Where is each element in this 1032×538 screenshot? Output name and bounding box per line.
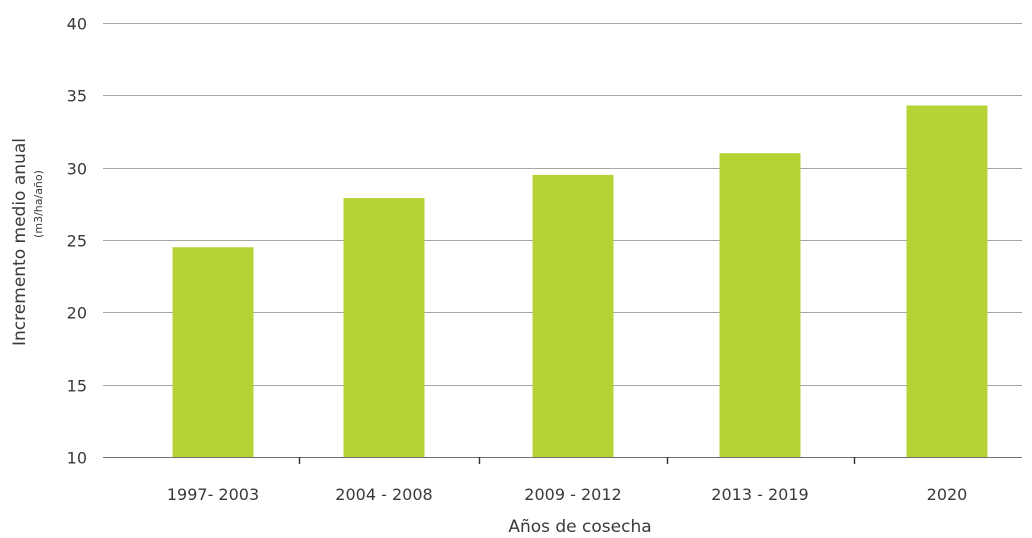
- x-tick-labels: 1997- 2003 2004 - 2008 2009 - 2012 2013 - 2…: [167, 457, 968, 504]
- x-tick-label: 2020: [927, 485, 968, 504]
- y-tick-label: 35: [67, 87, 87, 106]
- x-tick-label: 2013 - 2019: [711, 485, 808, 504]
- y-axis-unit: (m3/ha/año): [32, 170, 45, 238]
- bar: [906, 105, 988, 458]
- y-axis-title: Incremento medio anual: [10, 138, 30, 346]
- x-axis-title: Años de cosecha: [508, 517, 651, 537]
- y-tick-label: 20: [67, 304, 87, 323]
- bar: [532, 174, 614, 457]
- y-tick-labels: 10 15 20 25 30 35 40: [67, 15, 87, 468]
- bar: [719, 153, 801, 457]
- x-tick-label: 1997- 2003: [167, 485, 259, 504]
- y-tick-label: 10: [67, 449, 87, 468]
- bar: [343, 198, 425, 457]
- y-tick-label: 15: [67, 377, 87, 396]
- y-tick-label: 30: [67, 160, 87, 179]
- y-tick-label: 40: [67, 15, 87, 34]
- bar: [172, 247, 254, 457]
- bars: [172, 105, 988, 458]
- x-tick-label: 2004 - 2008: [335, 485, 432, 504]
- y-tick-label: 25: [67, 232, 87, 251]
- x-tick-label: 2009 - 2012: [524, 485, 621, 504]
